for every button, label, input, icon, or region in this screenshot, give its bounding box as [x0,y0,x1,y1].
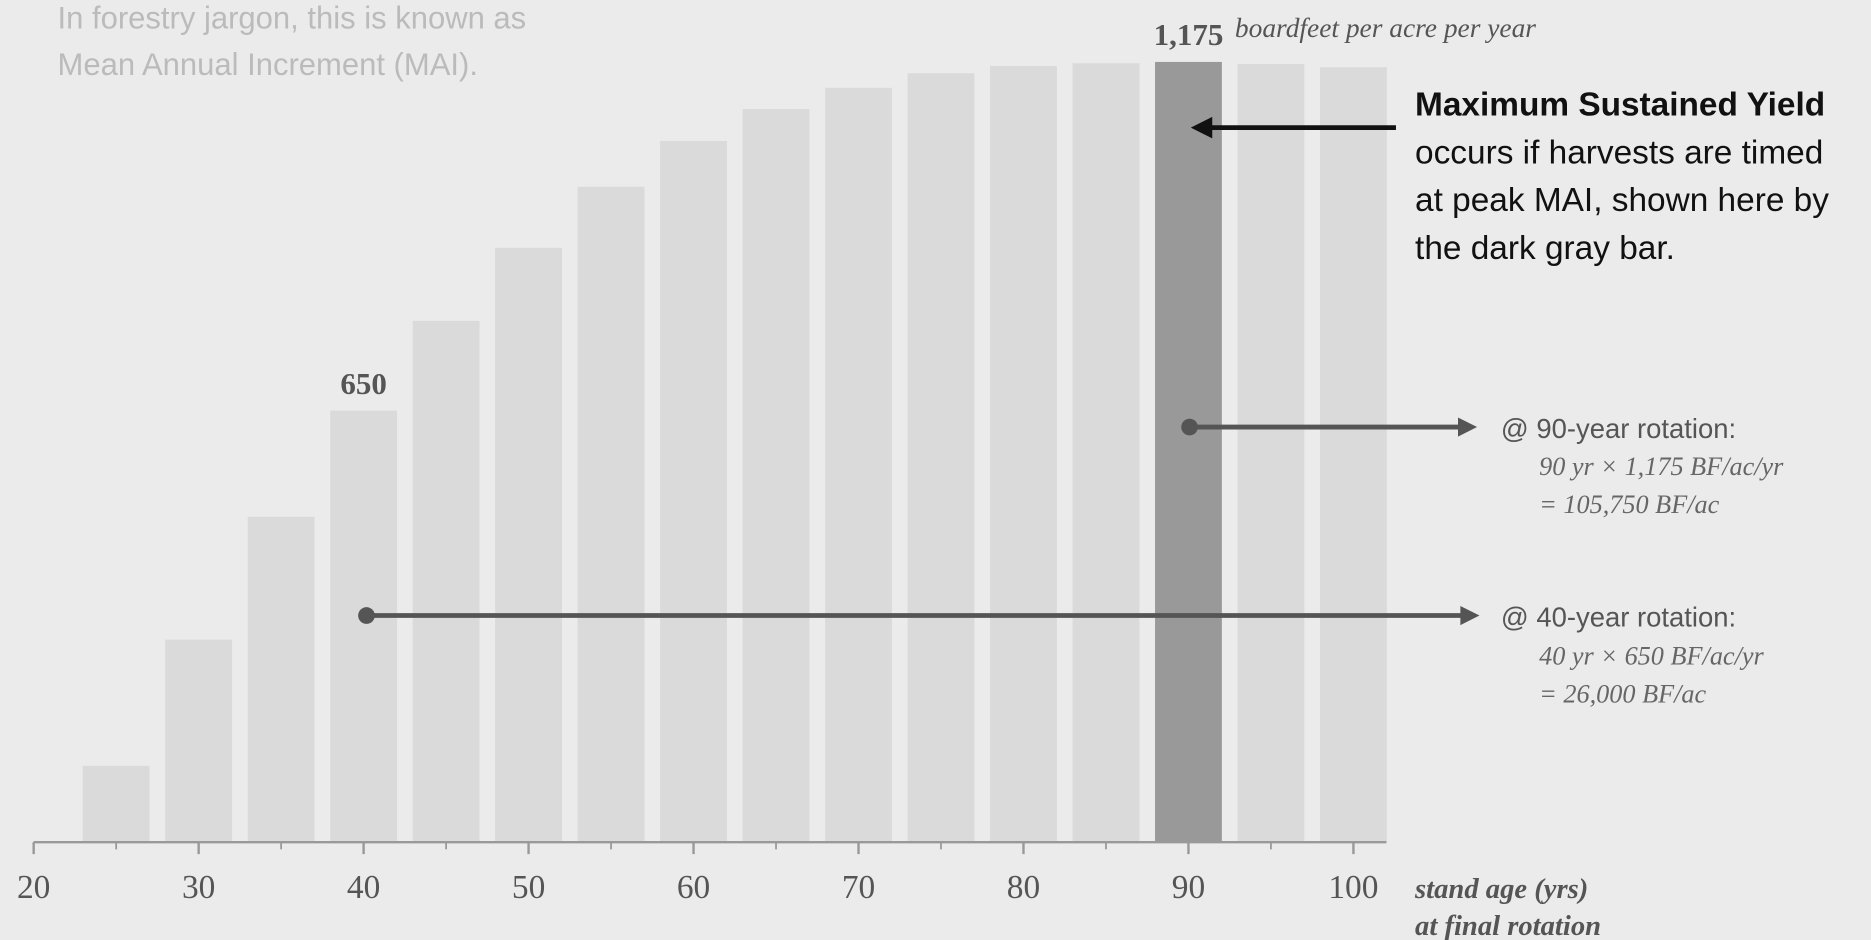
rotation-line: = 105,750 BF/ac [1539,490,1720,519]
x-tick-label: 20 [17,869,50,906]
bar [495,247,562,843]
x-tick-label: 90 [1172,869,1205,906]
msy-text: occurs if harvests are timed [1415,134,1823,171]
bar [990,65,1057,843]
rotation-title: @ 40-year rotation: [1501,601,1736,632]
bars [82,61,1387,843]
bar [82,765,150,843]
value-label: 650 [340,366,387,401]
x-axis-label: stand age (yrs) [1414,873,1588,905]
x-tick-label: 50 [512,869,545,906]
rotation-40-arrow [358,605,1480,626]
x-tick-label: 30 [182,869,215,906]
msy-text: the dark gray bar. [1415,230,1675,267]
rotation-line: 90 yr × 1,175 BF/ac/yr [1539,452,1784,481]
intro-text: Mean Annual Increment (MAI). [58,47,478,82]
bar [1237,63,1305,843]
rotation-title: @ 90-year rotation: [1501,413,1736,444]
unit-label: boardfeet per acre per year [1235,13,1536,43]
bar [577,186,645,843]
bar [247,516,315,843]
msy-arrow [1190,116,1396,139]
bar [1155,61,1222,843]
msy-text: at peak MAI, shown here by [1415,182,1829,219]
x-tick-label: 80 [1007,869,1040,906]
rotation-90-arrow [1181,417,1478,437]
x-axis-label: at final rotation [1415,910,1601,940]
x-tick-label: 60 [677,869,710,906]
value-label: 1,175 [1154,17,1224,52]
bar [1320,67,1387,843]
bar [742,109,810,843]
rotation-line: = 26,000 BF/ac [1539,680,1706,709]
bar [660,140,727,843]
intro-text: In forestry jargon, this is known as [58,1,527,36]
x-tick-label: 100 [1328,869,1378,906]
bar [907,73,975,843]
x-tick-label: 70 [842,869,875,906]
bar [1072,63,1140,843]
bar [330,410,398,843]
bar [412,320,480,843]
bar [825,87,892,843]
msy-title: Maximum Sustained Yield [1415,87,1825,124]
bar [165,639,233,843]
x-tick-label: 40 [347,869,380,906]
rotation-line: 40 yr × 650 BF/ac/yr [1539,641,1764,670]
